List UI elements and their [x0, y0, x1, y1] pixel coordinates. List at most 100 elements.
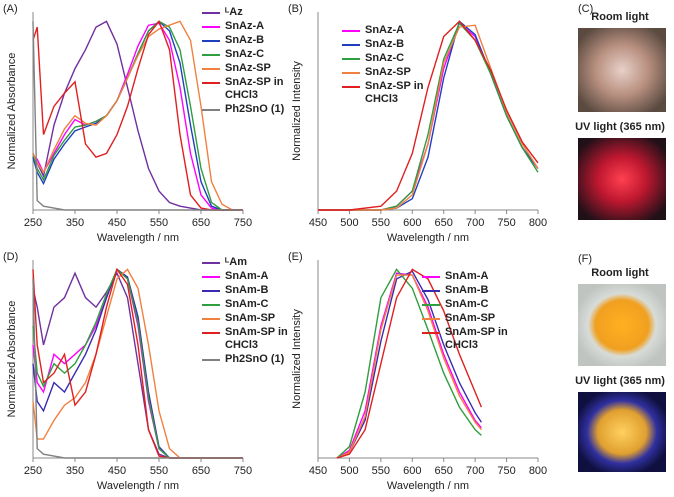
x-tick-label: 650 [192, 465, 210, 477]
photo-caption: Room light [591, 267, 649, 279]
legend-label: SnAz-SP [365, 66, 411, 78]
legend-entry: SnAm-B [202, 284, 303, 297]
legend-swatch [202, 332, 220, 334]
legend-entry: SnAz-A [202, 20, 303, 33]
legend-label: SnAm-A [225, 270, 269, 282]
legend-label: SnAm-SP in CHCl3 [225, 326, 288, 351]
legend-swatch [342, 58, 360, 60]
legend-entry: SnAz-C [342, 52, 443, 65]
x-tick-label: 650 [435, 465, 453, 477]
legend-swatch [202, 290, 220, 292]
x-axis-title: Wavelength / nm [387, 232, 469, 244]
legend-label: SnAm-C [225, 298, 269, 310]
legend-label: Ph2SnO (1) [225, 103, 285, 115]
x-tick-label: 250 [24, 217, 42, 229]
legend-swatch [202, 318, 220, 320]
x-tick-label: 350 [66, 465, 84, 477]
legend-entry: SnAz-SP [342, 66, 443, 79]
x-tick-label: 800 [529, 217, 547, 229]
x-tick-label: 750 [497, 465, 515, 477]
legend-label: SnAm-SP in CHCl3 [445, 326, 508, 351]
x-tick-label: 450 [309, 217, 327, 229]
legend-swatch [422, 332, 440, 334]
legend-entry: SnAz-B [342, 38, 443, 51]
legend-entry: SnAm-B [422, 284, 523, 297]
legend-label: SnAm-B [225, 284, 269, 296]
x-tick-label: 550 [150, 465, 168, 477]
data-line [32, 278, 243, 459]
legend: SnAz-A SnAz-B SnAz-C SnAz-SP SnAz-SP in CHCl… [342, 24, 443, 107]
x-tick-label: 650 [435, 217, 453, 229]
y-axis-title: Normalized Intensity [291, 309, 303, 409]
x-axis-title: Wavelength / nm [97, 232, 179, 244]
legend-swatch [422, 290, 440, 292]
x-tick-label: 750 [234, 465, 252, 477]
legend-entry: SnAz-SP in CHCl3 [202, 76, 303, 102]
panel-label: (A) [3, 3, 18, 15]
legend: ᴸAm SnAm-A SnAm-B SnAm-C SnAm-SP SnAm-SP in C… [202, 256, 303, 367]
legend-entry: ᴸAz [202, 6, 303, 19]
legend-entry: SnAm-A [202, 270, 303, 283]
legend-swatch [422, 276, 440, 278]
legend-entry: SnAm-SP [422, 312, 523, 325]
legend-entry: SnAz-A [342, 24, 443, 37]
legend-swatch [202, 359, 220, 361]
legend-swatch [202, 54, 220, 56]
data-line [336, 274, 482, 459]
legend-swatch [342, 30, 360, 32]
legend-label: SnAm-C [445, 298, 489, 310]
legend-label: SnAz-SP in CHCl3 [365, 80, 424, 105]
panel-label: (D) [3, 251, 18, 263]
x-tick-label: 750 [497, 217, 515, 229]
legend-swatch [202, 276, 220, 278]
x-axis-title: Wavelength / nm [97, 480, 179, 492]
x-tick-label: 450 [108, 465, 126, 477]
x-tick-label: 700 [466, 217, 484, 229]
legend-entry: SnAm-C [422, 298, 523, 311]
data-line [336, 270, 482, 459]
legend: ᴸAz SnAz-A SnAz-B SnAz-C SnAz-SP SnAz-SP in C… [202, 6, 303, 117]
photo [578, 284, 666, 366]
legend-label: SnAm-A [445, 270, 489, 282]
legend-entry: Ph2SnO (1) [202, 103, 303, 116]
legend-swatch [342, 72, 360, 74]
x-tick-label: 550 [150, 217, 168, 229]
legend-label: SnAz-C [225, 48, 265, 60]
x-tick-label: 800 [529, 465, 547, 477]
legend-entry: Ph2SnO (1) [202, 353, 303, 366]
legend-label: SnAz-A [365, 24, 405, 36]
legend-entry: SnAm-C [202, 298, 303, 311]
legend-entry: SnAz-SP in CHCl3 [342, 80, 443, 106]
legend-swatch [342, 86, 360, 88]
data-line [32, 20, 243, 211]
legend-label: SnAm-SP [445, 312, 496, 324]
legend-swatch [342, 44, 360, 46]
panel-label: (F) [578, 253, 592, 265]
legend-label: SnAz-C [365, 52, 405, 64]
x-tick-label: 750 [234, 217, 252, 229]
legend-entry: SnAz-SP [202, 62, 303, 75]
x-tick-label: 600 [403, 465, 421, 477]
legend-label: SnAz-A [225, 20, 265, 32]
legend-label: Ph2SnO (1) [225, 353, 285, 365]
legend-entry: SnAm-SP in CHCl3 [422, 326, 523, 352]
legend-entry: SnAz-B [202, 34, 303, 47]
photo-caption: Room light [591, 11, 649, 23]
legend-entry: SnAm-SP [202, 312, 303, 325]
legend-swatch [202, 68, 220, 70]
legend-entry: SnAm-A [422, 270, 523, 283]
photo-caption: UV light (365 nm) [575, 121, 665, 133]
legend: SnAm-A SnAm-B SnAm-C SnAm-SP SnAm-SP in CHCl… [422, 270, 523, 353]
panel-label: (C) [578, 3, 593, 15]
data-line [32, 22, 243, 211]
x-tick-label: 500 [340, 217, 358, 229]
legend-entry: ᴸAm [202, 256, 303, 269]
legend-entry: SnAm-SP in CHCl3 [202, 326, 303, 352]
data-line [32, 21, 243, 211]
x-tick-label: 350 [66, 217, 84, 229]
legend-swatch [202, 304, 220, 306]
panel-label: (E) [288, 251, 303, 263]
y-axis-title: Normalized Absorbance [6, 53, 18, 170]
x-tick-label: 550 [372, 465, 390, 477]
